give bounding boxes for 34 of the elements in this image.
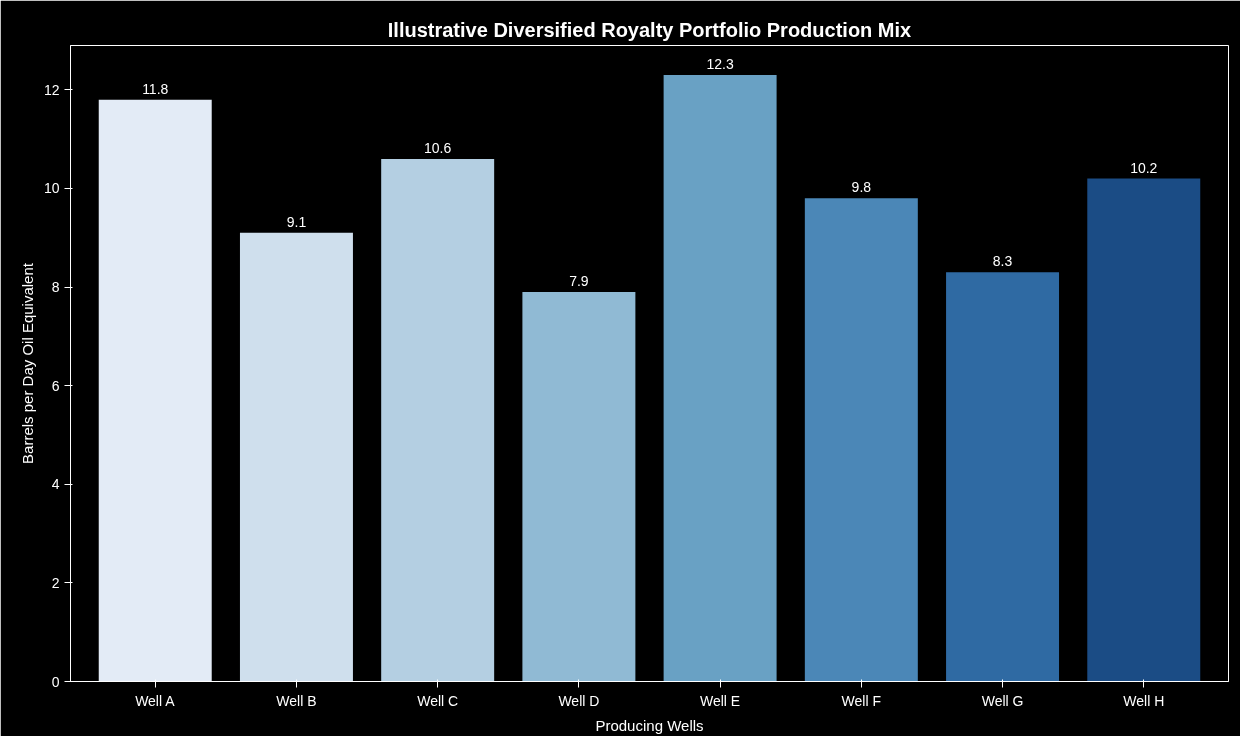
bar	[946, 272, 1060, 682]
x-tick-label: Well H	[1123, 692, 1165, 709]
x-tick-label: Well E	[700, 692, 741, 709]
data-label: 11.8	[142, 80, 169, 97]
y-tick-label: 12	[43, 81, 60, 98]
y-tick-label: 6	[51, 377, 60, 394]
bar	[804, 198, 918, 682]
bar	[663, 75, 777, 682]
bar	[522, 292, 636, 682]
bar	[239, 232, 353, 682]
bar	[98, 99, 212, 682]
data-label: 12.3	[706, 56, 734, 73]
x-tick-label: Well A	[135, 692, 176, 709]
x-tick-label: Well F	[841, 692, 882, 709]
data-label: 10.2	[1130, 159, 1158, 176]
x-tick-label: Well D	[558, 692, 600, 709]
y-axis-title: Barrels per Day Oil Equivalent	[18, 262, 36, 464]
x-tick-label: Well B	[276, 692, 317, 709]
data-label: 9.1	[286, 213, 307, 230]
bar	[381, 158, 495, 682]
bar	[1087, 178, 1201, 682]
data-label: 10.6	[424, 139, 452, 156]
y-tick-label: 8	[51, 279, 60, 296]
data-label: 9.8	[851, 179, 872, 196]
x-axis-title: Producing Wells	[595, 716, 704, 734]
data-label: 7.9	[569, 273, 589, 290]
y-tick-label: 4	[51, 476, 60, 493]
y-tick-label: 0	[51, 673, 60, 690]
data-label: 8.3	[992, 253, 1013, 270]
y-tick-label: 10	[43, 180, 60, 197]
chart-title: Illustrative Diversified Royalty Portfolio Production Mix	[387, 18, 912, 41]
x-tick-label: Well C	[417, 692, 459, 709]
y-tick-label: 2	[51, 574, 60, 591]
x-tick-label: Well G	[981, 692, 1024, 709]
